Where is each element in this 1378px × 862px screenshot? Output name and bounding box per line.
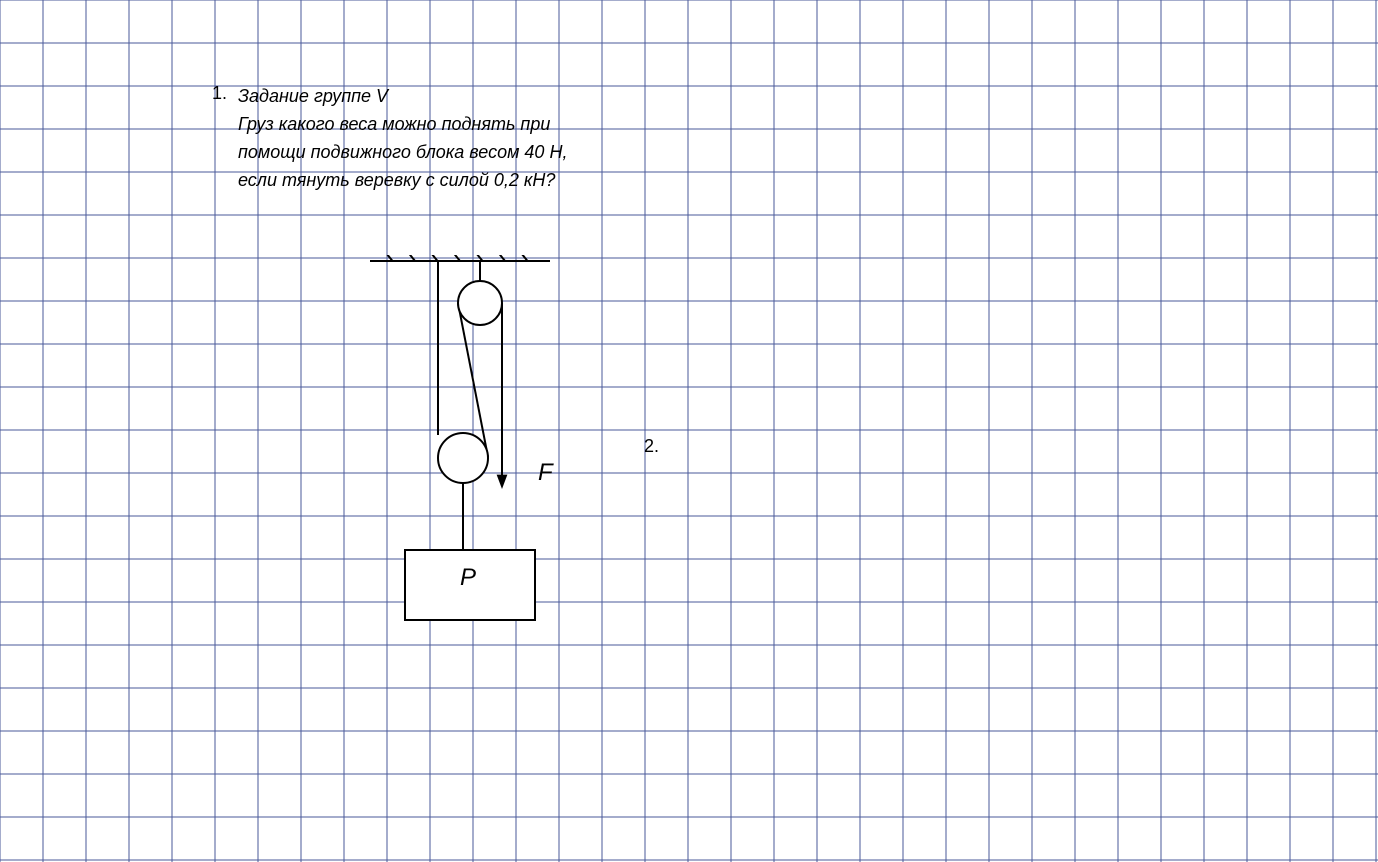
svg-text:P: P <box>460 564 476 591</box>
problem-1-text: Задание группе V Груз какого веса можно … <box>238 83 567 195</box>
problem-1-number: 1. <box>212 83 227 104</box>
content-layer: 1. Задание группе V Груз какого веса мож… <box>0 0 1378 862</box>
svg-text:F: F <box>538 459 554 486</box>
pulley-diagram: FP <box>370 255 630 655</box>
problem-2-number: 2. <box>644 436 659 457</box>
